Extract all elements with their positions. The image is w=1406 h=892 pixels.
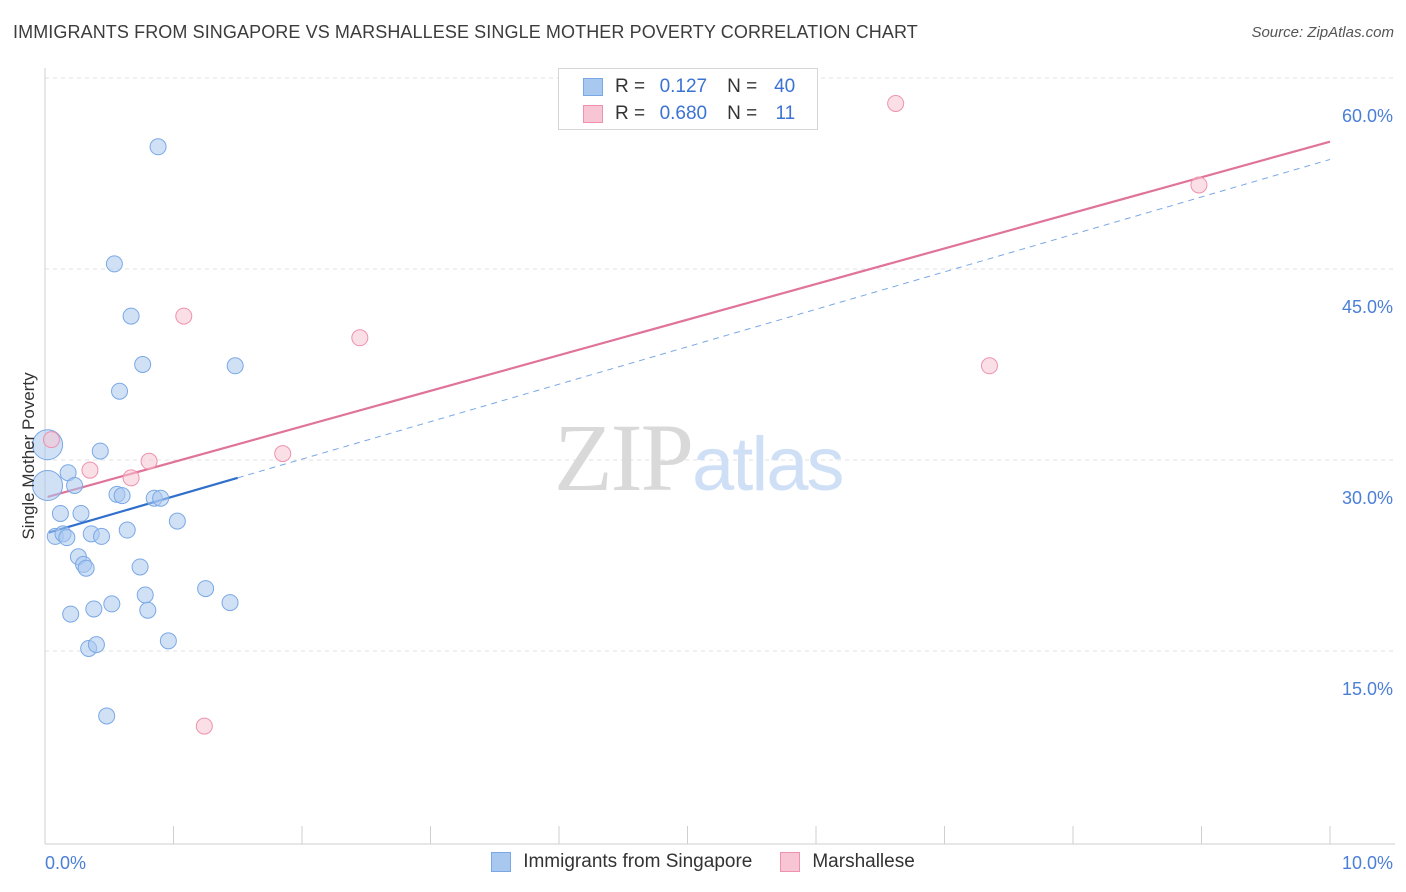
legend-swatch-singapore [583, 78, 603, 96]
point-singapore [93, 527, 111, 545]
point-marshallese [175, 307, 193, 325]
y-tick-label: 60.0% [1342, 106, 1393, 126]
point-singapore [91, 442, 109, 460]
point-singapore [113, 487, 131, 505]
legend-n-label: N = [727, 103, 758, 124]
series-legend-singapore[interactable]: Immigrants from Singapore [491, 851, 752, 873]
watermark-zip: ZIP [554, 404, 694, 511]
legend-r-label: R = [615, 103, 646, 124]
series-legend: Immigrants from Singapore Marshallese [0, 851, 1406, 873]
legend-row-marshallese: R = 0.680 N = 11 [583, 103, 795, 125]
x-tick-label-max: 10.0% [1342, 853, 1393, 873]
legend-swatch-marshallese [583, 105, 603, 123]
point-singapore [221, 594, 239, 612]
trend-line [237, 159, 1331, 479]
trend-line [47, 140, 1331, 498]
zipatlas-watermark: ZIPatlas [554, 402, 845, 513]
gridlines [45, 77, 1395, 652]
point-singapore [85, 600, 103, 618]
point-singapore [168, 512, 186, 530]
series-legend-marshallese[interactable]: Marshallese [780, 851, 915, 873]
point-singapore [197, 580, 215, 598]
watermark-atlas: atlas [692, 422, 845, 507]
point-marshallese [887, 94, 905, 112]
point-marshallese [980, 357, 998, 375]
series-label-singapore: Immigrants from Singapore [523, 851, 753, 872]
legend-n-value: 40 [774, 76, 796, 97]
point-singapore [131, 558, 149, 576]
y-tick-label: 30.0% [1342, 488, 1393, 508]
legend-r-label: R = [615, 76, 646, 97]
point-singapore [51, 504, 69, 522]
chart-title: IMMIGRANTS FROM SINGAPORE VS MARSHALLESE… [13, 22, 918, 42]
point-marshallese [351, 329, 369, 347]
point-marshallese [81, 461, 99, 479]
point-singapore [103, 595, 121, 613]
legend-n-label: N = [727, 76, 758, 97]
source-credit: Source: ZipAtlas.com [1251, 24, 1394, 41]
point-singapore [152, 489, 170, 507]
trend-line [48, 476, 239, 534]
point-singapore [105, 255, 123, 273]
y-tick-label: 45.0% [1342, 297, 1393, 317]
legend-row-singapore: R = 0.127 N = 40 [583, 76, 795, 98]
point-singapore [66, 476, 84, 494]
point-marshallese [122, 469, 140, 487]
point-singapore [118, 521, 136, 539]
point-singapore [98, 707, 116, 725]
point-singapore [134, 356, 152, 373]
series-swatch-singapore [491, 852, 512, 872]
trend-lines [47, 140, 1331, 534]
point-singapore [72, 504, 90, 522]
x-tick-label-min: 0.0% [45, 853, 86, 873]
point-singapore [32, 469, 64, 501]
y-tick-label: 15.0% [1342, 679, 1393, 699]
point-singapore [139, 601, 157, 619]
point-singapore [111, 382, 129, 400]
point-marshallese [140, 452, 158, 470]
point-singapore [159, 632, 177, 650]
point-singapore [62, 605, 80, 623]
correlation-legend: R = 0.127 N = 40 R = 0.680 N = 11 [558, 68, 818, 130]
y-axis-label: Single Mother Poverty [19, 372, 38, 540]
point-singapore [149, 138, 167, 156]
point-singapore [58, 529, 76, 547]
point-marshallese [1190, 176, 1208, 194]
point-singapore [226, 357, 244, 375]
point-singapore [87, 636, 105, 654]
legend-n-value: 11 [775, 103, 796, 124]
point-singapore [77, 559, 95, 577]
point-singapore [136, 586, 154, 604]
point-marshallese [274, 445, 292, 463]
point-singapore [122, 307, 140, 325]
tick-labels: 15.0% 30.0% 45.0% 60.0% 0.0% 10.0% [45, 106, 1393, 873]
series-label-marshallese: Marshallese [812, 851, 915, 872]
series-swatch-marshallese [780, 852, 801, 872]
legend-r-value: 0.127 [659, 76, 708, 97]
point-marshallese [195, 717, 213, 735]
point-marshallese [42, 431, 60, 449]
data-points [32, 94, 1208, 735]
legend-r-value: 0.680 [659, 103, 708, 124]
